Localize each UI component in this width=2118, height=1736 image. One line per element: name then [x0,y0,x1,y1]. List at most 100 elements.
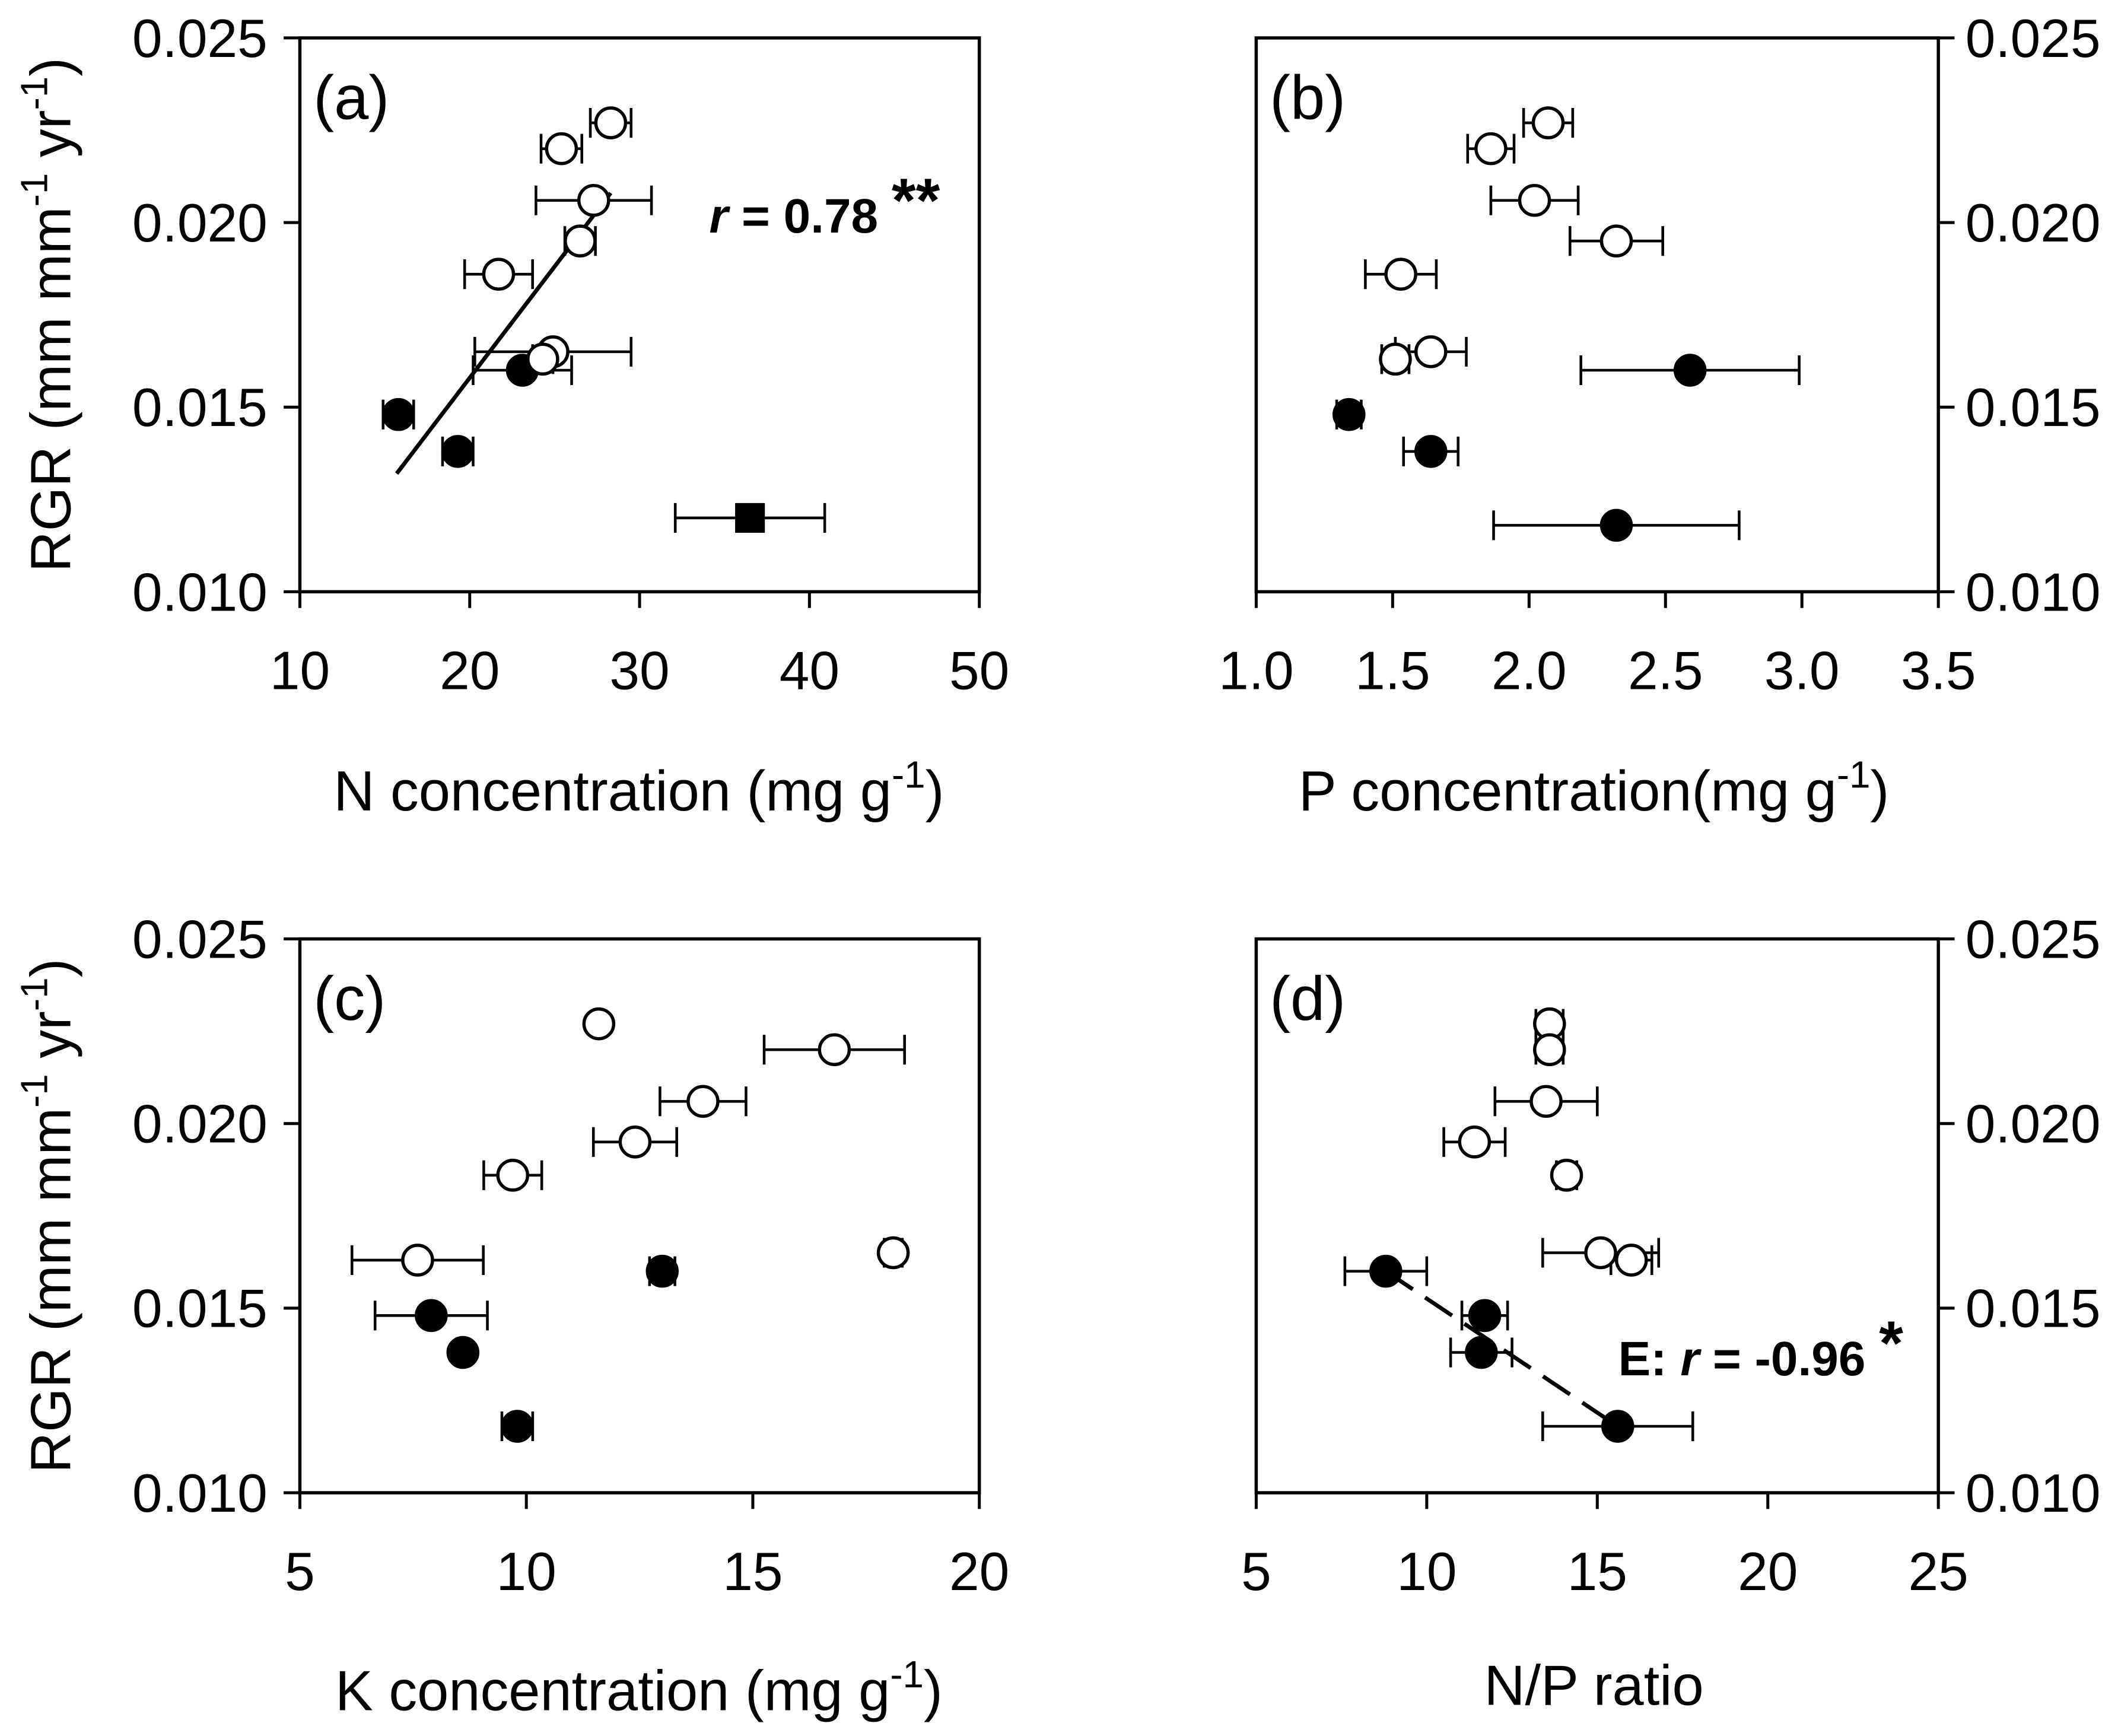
y-tick-label: 0.025 [132,910,268,969]
panel-label: (c) [313,964,386,1034]
x-axis-label: K concentration (mg g-1) [335,1653,943,1723]
panel-label: (b) [1270,63,1346,133]
annotation-variable: r [1680,1332,1702,1386]
data-point-filled [1599,508,1633,542]
panel-b: 1.0 1.5 2.0 2.5 3.0 3.5 0.025 0.020 0.015 0.010 (b… [1219,9,2101,823]
data-point-open [1584,1236,1617,1270]
y-axis-label-end: ) [19,959,82,978]
x-axis-label-superscript: -1 [890,1653,924,1696]
y-axis-label-superscript: -1 [13,1074,56,1108]
data-point-open [577,183,610,217]
y-tick-label: 0.010 [1966,1464,2101,1524]
x-tick-label: 3.0 [1764,641,1840,701]
data-point-open [1474,132,1508,166]
x-tick-label: 2.0 [1491,641,1567,701]
data-point-filled [415,1299,448,1333]
panel-label: (a) [313,63,389,133]
data-point-open [876,1236,910,1270]
data-point-open [1529,1085,1563,1118]
y-tick-label: 0.025 [1966,9,2101,69]
x-axis-label-superscript: -1 [1837,753,1871,796]
x-axis-label: N/P ratio [1484,1654,1703,1717]
data-point-filled [1673,354,1707,387]
plot-frame [298,937,981,1495]
data-point-open [564,224,597,257]
y-tick-label: 0.015 [1966,1279,2101,1339]
x-tick-label: 50 [949,641,1009,701]
y-axis-label-superscript: -1 [13,77,56,110]
y-tick-label: 0.015 [1966,378,2101,438]
x-axis-label-end: ) [924,1659,943,1723]
x-axis-label-text: N concentration (mg g [333,759,892,823]
y-axis-label-end: ) [19,58,82,77]
data-point-open [545,132,578,166]
data-point-filled [1333,398,1366,431]
plot-frame [1254,36,1940,594]
y-axis-label-text: yr [19,1011,82,1074]
data-point-open [1599,224,1633,257]
x-tick-label: 30 [609,641,669,701]
panel-label: (d) [1270,964,1346,1034]
y-axis-label-text: RGR (mm mm [19,206,82,572]
x-tick-label: 15 [1567,1542,1627,1602]
y-tick-label: 0.020 [1966,193,2101,253]
y-tick-label: 0.020 [132,1095,268,1155]
data-point-filled [1601,1410,1634,1443]
data-point-open [594,106,628,139]
annotation-value: = 0.78 [728,189,892,243]
y-axis-label-superscript: -1 [13,977,56,1011]
x-tick-label: 20 [440,641,500,701]
data-point-open [1531,106,1565,139]
y-axis-label-superscript: -1 [13,173,56,207]
data-point-open [496,1159,530,1192]
data-point-filled [645,1254,679,1288]
x-tick-label: 20 [949,1542,1009,1602]
data-point-open [482,257,516,291]
x-tick-label: 1.0 [1219,641,1294,701]
data-point-open [1414,335,1448,368]
x-tick-label: 2.5 [1628,641,1703,701]
annotation-prefix: E: [1618,1332,1681,1386]
x-tick-label: 15 [723,1542,783,1602]
annotation-significance: * [1879,1309,1903,1378]
x-axis-label: P concentration(mg g-1) [1299,753,1890,824]
y-tick-label: 0.015 [132,1279,268,1339]
data-point-filled [1369,1254,1403,1288]
x-tick-label: 40 [780,641,839,701]
panel-c: 5 10 15 20 0.025 0.020 0.015 0.010 (c) K concentr… [13,910,1010,1722]
panel-a: 10 20 30 40 50 0.025 0.020 0.015 0.010 (a) N conce… [13,9,1010,823]
y-axis-label: RGR (mm mm-1 yr-1) [13,959,83,1473]
x-axis-label-text: P concentration(mg g [1299,759,1837,823]
annotation-value: = -0.96 [1699,1332,1879,1386]
data-point-open [401,1244,434,1277]
x-tick-label: 10 [1397,1542,1456,1602]
y-axis-label-text: yr [19,110,82,173]
x-axis-label-text: N/P ratio [1484,1654,1703,1717]
x-tick-label: 20 [1738,1542,1798,1602]
x-axis-label-end: ) [1871,759,1890,823]
correlation-annotation: r = 0.78 ** [709,166,940,243]
y-tick-label: 0.025 [1966,910,2101,969]
data-point-open [582,1007,616,1041]
x-axis-label-text: K concentration (mg g [335,1659,890,1723]
data-point-filled [1414,435,1448,468]
data-point-open [1384,257,1417,291]
data-point-filled [381,398,415,431]
data-point-filled [441,435,475,468]
data-point-open [1518,183,1551,217]
y-axis-label: RGR (mm mm-1 yr-1) [13,58,83,572]
data-point-open [1550,1159,1583,1192]
data-point-open [1458,1125,1491,1159]
annotation-variable: r [709,189,730,243]
x-tick-label: 3.5 [1901,641,1976,701]
x-tick-label: 5 [1241,1542,1271,1602]
x-axis-label-superscript: -1 [892,753,926,796]
x-axis-label-end: ) [926,759,944,823]
data-point-filled [1468,1299,1502,1333]
data-point-open [1379,342,1412,376]
data-point-square [735,503,765,533]
data-point-filled [1465,1336,1498,1369]
y-tick-label: 0.025 [132,9,268,69]
